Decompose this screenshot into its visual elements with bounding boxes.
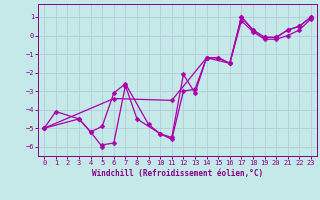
X-axis label: Windchill (Refroidissement éolien,°C): Windchill (Refroidissement éolien,°C)	[92, 169, 263, 178]
